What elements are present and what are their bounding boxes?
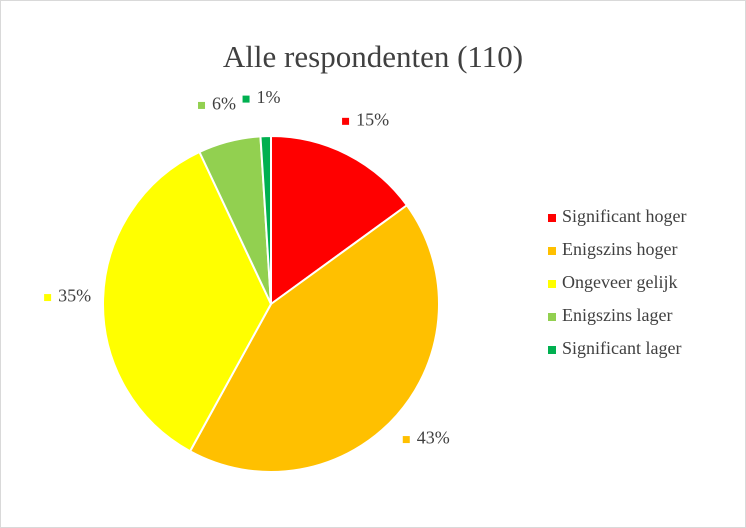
label-key	[342, 117, 350, 125]
legend-label: Significant lager	[562, 338, 681, 358]
pie-slice	[188, 203, 441, 474]
data-label: 35%	[58, 286, 91, 306]
label-key	[44, 294, 52, 302]
pie-slice	[270, 134, 409, 306]
legend-label: Enigszins hoger	[562, 239, 677, 259]
data-label: 1%	[257, 87, 281, 107]
data-label: 6%	[212, 94, 236, 114]
data-label: 43%	[417, 428, 450, 448]
pie-slice	[101, 150, 273, 453]
label-key	[402, 436, 410, 444]
label-key	[198, 101, 206, 109]
chart-title: Alle respondenten (110)	[223, 39, 523, 74]
data-label: 15%	[356, 109, 389, 129]
legend-key	[548, 313, 556, 321]
legend-key	[548, 214, 556, 222]
legend-key	[548, 247, 556, 255]
legend-key	[548, 346, 556, 354]
legend-label: Significant hoger	[562, 206, 686, 226]
pie-slice	[259, 134, 272, 305]
label-key	[242, 95, 250, 103]
legend-label: Ongeveer gelijk	[562, 272, 677, 292]
legend-key	[548, 280, 556, 288]
legend-label: Enigszins lager	[562, 305, 672, 325]
